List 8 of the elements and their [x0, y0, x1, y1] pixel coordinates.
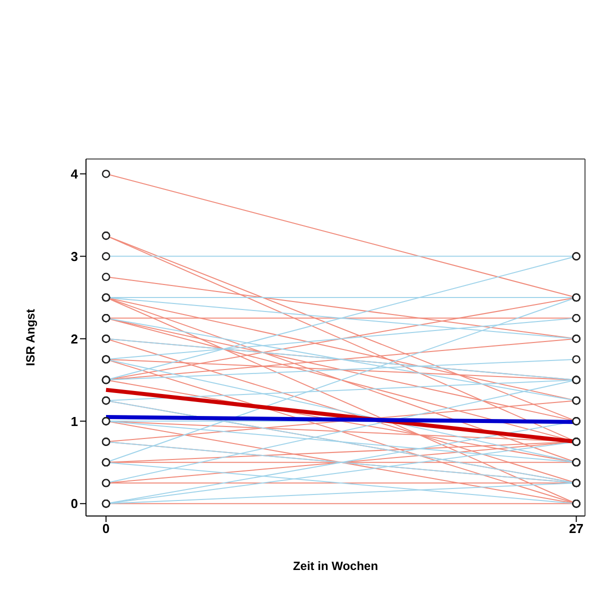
y-tick-label: 4 — [70, 166, 79, 182]
y-tick-label: 3 — [70, 248, 78, 264]
x-axis-title: Zeit in Wochen — [292, 559, 378, 573]
y-tick-label: 2 — [70, 331, 78, 346]
y-tick-label: 0 — [70, 496, 78, 512]
y-axis-title: ISR Angst — [23, 309, 38, 366]
x-tick-label: 27 — [569, 521, 584, 536]
y-tick-label: 1 — [70, 414, 78, 429]
